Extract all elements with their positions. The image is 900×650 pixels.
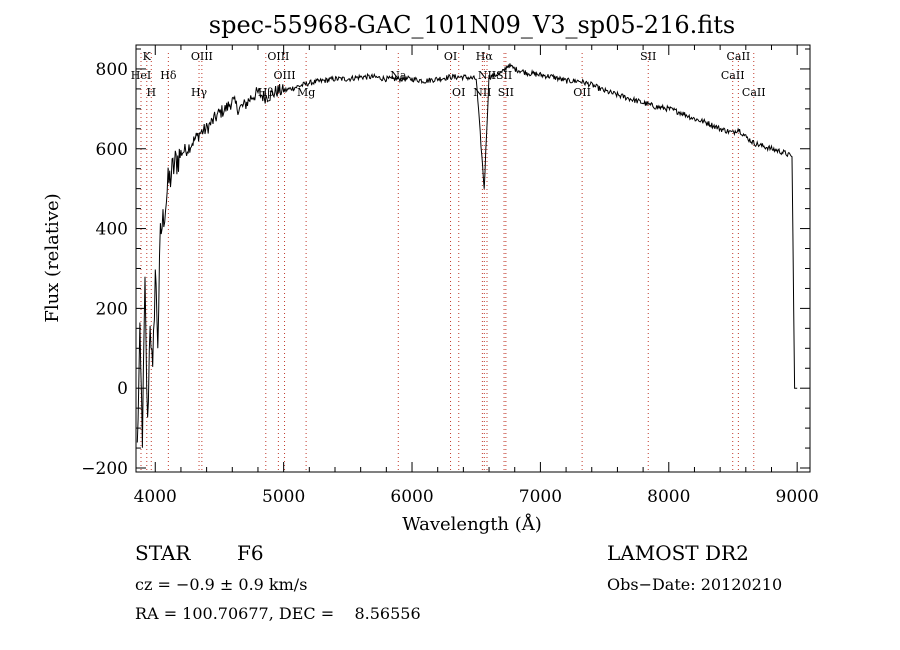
- x-tick-label: 9000: [776, 487, 819, 507]
- line-marker-label: Mg: [297, 86, 315, 99]
- x-tick-label: 7000: [519, 487, 562, 507]
- line-marker-label: CaII: [721, 69, 745, 82]
- line-marker-label: OIII: [267, 50, 289, 63]
- line-marker-label: NII: [478, 69, 496, 82]
- y-tick-label: 600: [96, 140, 128, 160]
- line-marker-label: Hγ: [191, 86, 208, 99]
- line-marker-label: Hδ: [160, 69, 177, 82]
- axis-ticks: 4000 5000 6000 7000 8000 9000 −200 0 200 400 600 80…: [81, 45, 819, 507]
- x-axis-label: Wavelength (Å): [402, 513, 542, 535]
- line-marker-label: K: [143, 50, 152, 63]
- y-axis-label: Flux (relative): [42, 193, 63, 322]
- coordinates: RA = 100.70677, DEC = 8.56556: [135, 604, 421, 623]
- spectral-subclass: F6: [237, 541, 264, 565]
- survey-name: LAMOST DR2: [607, 541, 749, 565]
- observation-date: Obs−Date: 20120210: [607, 575, 783, 594]
- line-marker-label: H: [146, 86, 156, 99]
- spectrum-series-line: [136, 63, 798, 448]
- line-marker-label: Hα: [476, 50, 494, 63]
- series-group: [136, 63, 798, 448]
- plot-frame: [135, 44, 811, 473]
- line-marker-label: OIII: [191, 50, 213, 63]
- line-marker-label: CaII: [742, 86, 766, 99]
- line-marker-label: HeI: [131, 69, 151, 82]
- x-tick-label: 5000: [262, 487, 305, 507]
- line-marker-lines: [140, 53, 755, 472]
- line-marker-label: OI: [452, 86, 465, 99]
- y-tick-label: 0: [117, 379, 128, 399]
- y-tick-label: 800: [96, 60, 128, 80]
- redshift-value: cz = −0.9 ± 0.9 km/s: [135, 575, 308, 594]
- x-tick-label: 6000: [390, 487, 433, 507]
- x-tick-label: 4000: [134, 487, 177, 507]
- line-marker-label: OII: [573, 86, 591, 99]
- spectrum-chart: spec-55968-GAC_101N09_V3_sp05-216.fits K…: [42, 11, 819, 535]
- line-marker-label: CaII: [727, 50, 751, 63]
- x-tick-label: 8000: [647, 487, 690, 507]
- line-marker-label: SII: [498, 86, 514, 99]
- y-tick-label: 400: [96, 220, 128, 240]
- object-type: STAR: [135, 541, 191, 565]
- chart-title: spec-55968-GAC_101N09_V3_sp05-216.fits: [209, 11, 735, 39]
- line-marker-label: SII: [640, 50, 656, 63]
- y-tick-label: 200: [96, 299, 128, 319]
- line-marker-label: OIII: [274, 69, 296, 82]
- y-tick-label: −200: [81, 459, 128, 479]
- plot-border: [135, 44, 811, 473]
- line-marker-label: OI: [444, 50, 457, 63]
